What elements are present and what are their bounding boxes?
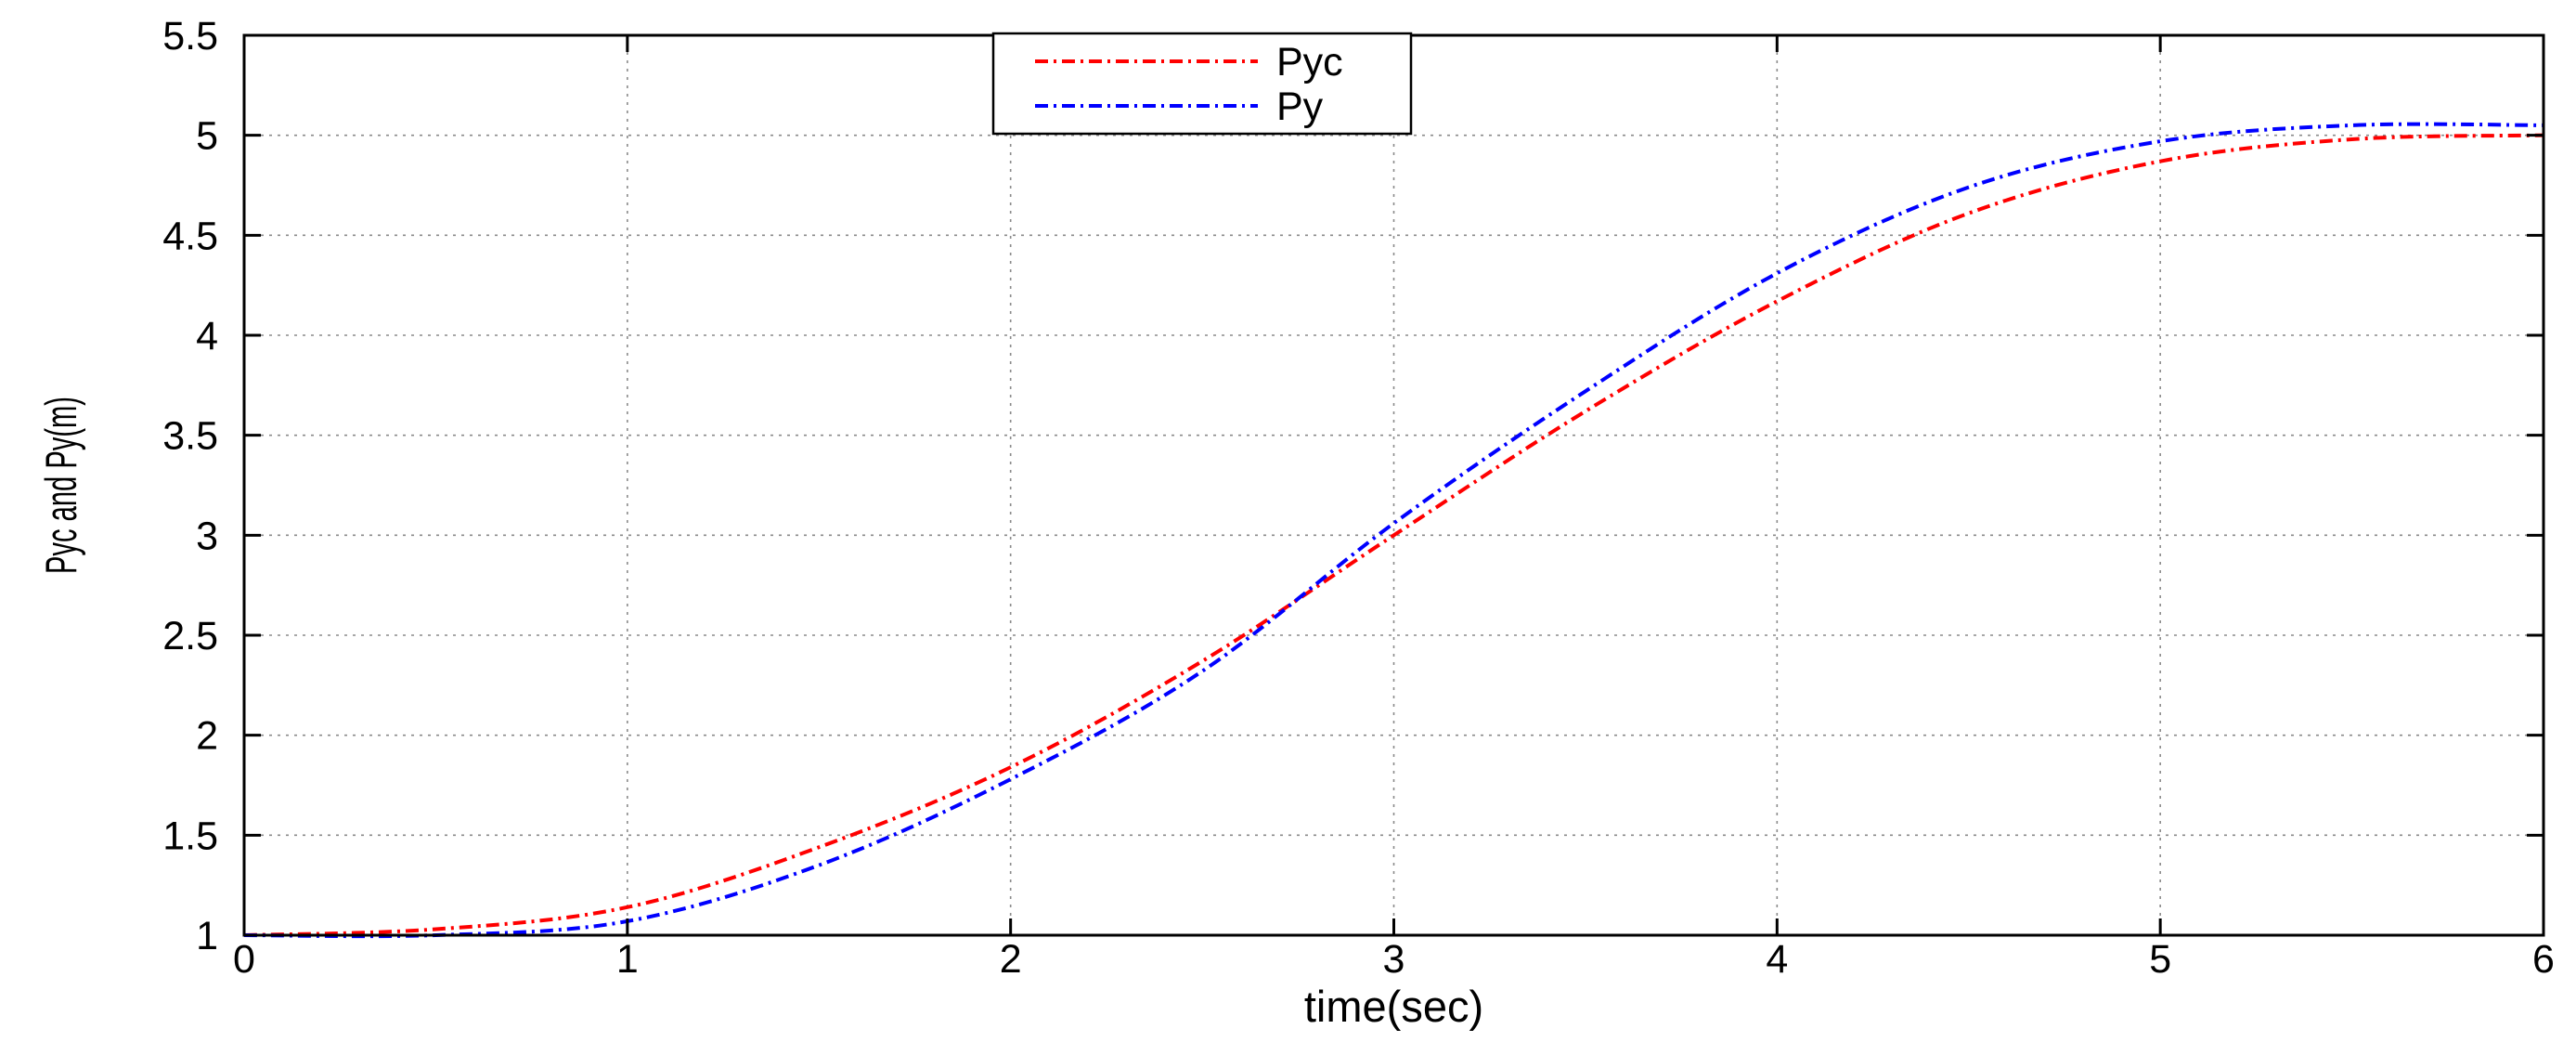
- legend-box: [991, 32, 1413, 136]
- legend-label-py: Py: [1276, 85, 1324, 129]
- x-tick-label: 0: [233, 937, 255, 982]
- series-lines: [243, 122, 2544, 939]
- x-tick-label: 4: [1766, 937, 1788, 982]
- x-axis-tick-labels: 0 1 2 3 4 5 6: [233, 937, 2555, 982]
- x-tick-label: 5: [2149, 937, 2171, 982]
- y-axis-tick-labels: 1 1.5 2 2.5 3 3.5 4 4.5 5 5.5: [162, 14, 218, 958]
- legend-label-pyc: Pyc: [1276, 40, 1343, 85]
- y-axis-label: Pyc and Py(m): [38, 397, 86, 574]
- y-tick-label: 2.5: [162, 614, 218, 658]
- x-tick-label: 1: [616, 937, 639, 982]
- y-tick-label: 4: [196, 314, 218, 358]
- x-tick-label: 2: [1000, 937, 1022, 982]
- y-tick-label: 1.5: [162, 814, 218, 858]
- y-tick-label: 3.5: [162, 414, 218, 459]
- series-line-pyc: [243, 133, 2544, 937]
- x-tick-label: 6: [2532, 937, 2555, 982]
- y-tick-label: 4.5: [162, 214, 218, 258]
- y-tick-label: 5: [196, 114, 218, 159]
- x-tick-label: 3: [1383, 937, 1405, 982]
- y-tick-label: 2: [196, 714, 218, 759]
- x-axis-label: time(sec): [1304, 982, 1483, 1031]
- y-tick-label: 5.5: [162, 14, 218, 59]
- y-tick-label: 1: [196, 914, 218, 958]
- series-line-py: [243, 122, 2544, 939]
- y-tick-label: 3: [196, 514, 218, 558]
